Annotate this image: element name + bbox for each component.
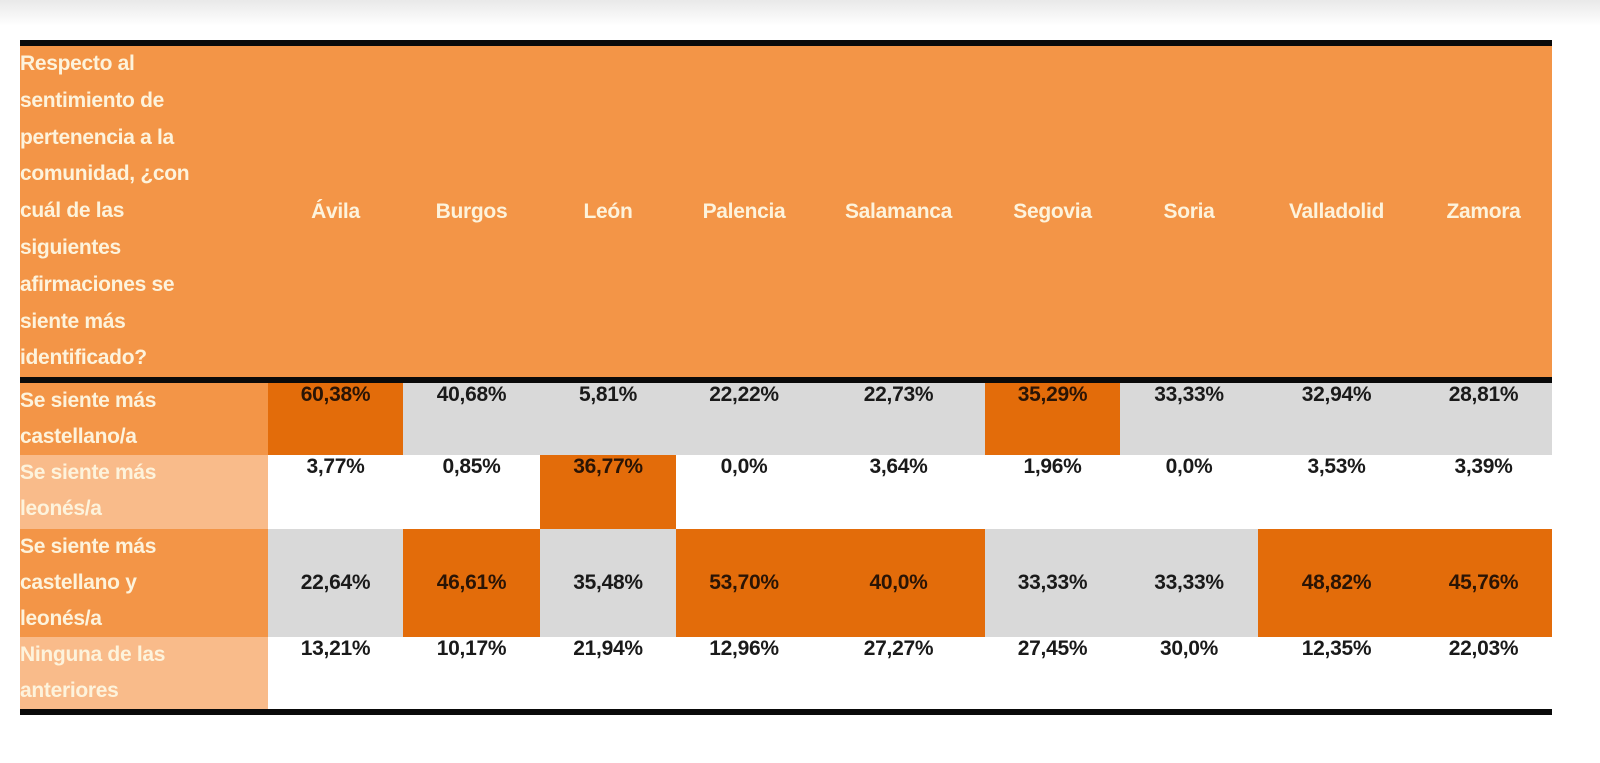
value-cell: 33,33% [1120, 380, 1258, 456]
table-row-leones: Se siente más leonés/a 3,77% 0,85% 36,77… [20, 455, 1552, 530]
value-cell: 12,35% [1258, 637, 1415, 713]
value-cell: 10,17% [403, 637, 540, 713]
row-label: Se siente más castellano y leonés/a [20, 529, 268, 638]
column-header-avila: Ávila [311, 199, 360, 223]
row-label: Se siente más castellano/a [20, 380, 268, 456]
value-cell: 40,68% [403, 380, 540, 456]
column-header-burgos: Burgos [435, 199, 508, 223]
value-cell: 30,0% [1120, 637, 1258, 713]
table-row-castellano-y-leones: Se siente más castellano y leonés/a 22,6… [20, 529, 1552, 638]
value-cell: 32,94% [1258, 380, 1415, 456]
column-header-valladolid: Valladolid [1288, 199, 1385, 223]
table-header-row: Respecto al sentimiento de pertenencia a… [20, 43, 1552, 381]
row-label-line: anteriores [20, 679, 119, 703]
column-header-leon: León [583, 199, 633, 223]
value-cell: 22,22% [676, 380, 812, 456]
question-line: siente más [20, 309, 126, 333]
value-cell: 22,73% [812, 380, 985, 456]
value-cell: 22,03% [1415, 637, 1552, 713]
question-line: identificado? [20, 346, 147, 370]
value-cell: 28,81% [1415, 380, 1552, 456]
survey-table-container: Respecto al sentimiento de pertenencia a… [20, 40, 1552, 716]
value-cell: 33,33% [985, 529, 1120, 638]
question-line: cuál de las [20, 199, 125, 223]
value-cell: 35,48% [540, 529, 676, 638]
question-header: Respecto al sentimiento de pertenencia a… [20, 43, 268, 380]
question-line: siguientes [20, 235, 121, 259]
question-line: Respecto al [20, 52, 135, 75]
value-cell: 3,77% [268, 455, 403, 530]
value-cell: 33,33% [1120, 529, 1258, 638]
value-cell: 3,39% [1415, 455, 1552, 530]
value-cell-highlight: 48,82% [1258, 529, 1415, 638]
value-cell-highlight: 36,77% [540, 455, 676, 530]
value-cell-highlight: 60,38% [268, 380, 403, 456]
question-line: pertenencia a la [20, 125, 174, 149]
column-header-salamanca: Salamanca [844, 199, 953, 223]
question-line: sentimiento de [20, 88, 164, 112]
question-line: afirmaciones se [20, 272, 175, 296]
value-cell-highlight: 53,70% [676, 529, 812, 638]
row-label-line: castellano/a [20, 425, 137, 449]
row-label-line: Ninguna de las [20, 643, 166, 667]
value-cell-highlight: 45,76% [1415, 529, 1552, 638]
row-label-line: leonés/a [20, 497, 102, 521]
value-cell: 1,96% [985, 455, 1120, 530]
value-cell: 22,64% [268, 529, 403, 638]
question-line: comunidad, ¿con [20, 162, 190, 186]
value-cell: 3,64% [812, 455, 985, 530]
value-cell: 0,0% [676, 455, 812, 530]
value-cell: 12,96% [676, 637, 812, 713]
table-row-castellano: Se siente más castellano/a 60,38% 40,68%… [20, 380, 1552, 456]
column-header-soria: Soria [1163, 199, 1215, 223]
column-header-zamora: Zamora [1446, 199, 1521, 223]
value-cell-highlight: 46,61% [403, 529, 540, 638]
column-header-segovia: Segovia [1013, 199, 1092, 223]
value-cell: 3,53% [1258, 455, 1415, 530]
survey-results-table: Respecto al sentimiento de pertenencia a… [20, 40, 1552, 716]
value-cell: 0,85% [403, 455, 540, 530]
value-cell: 21,94% [540, 637, 676, 713]
column-header-palencia: Palencia [702, 199, 786, 223]
row-label: Se siente más leonés/a [20, 455, 268, 530]
value-cell: 27,45% [985, 637, 1120, 713]
top-shadow [0, 0, 1600, 26]
row-label-line: Se siente más [20, 389, 157, 413]
value-cell: 27,27% [812, 637, 985, 713]
row-label-line: leonés/a [20, 607, 102, 631]
row-label-line: Se siente más [20, 461, 157, 485]
value-cell-highlight: 40,0% [812, 529, 985, 638]
value-cell: 5,81% [540, 380, 676, 456]
table-row-ninguna: Ninguna de las anteriores 13,21% 10,17% … [20, 637, 1552, 713]
value-cell-highlight: 35,29% [985, 380, 1120, 456]
row-label: Ninguna de las anteriores [20, 637, 268, 713]
value-cell: 0,0% [1120, 455, 1258, 530]
value-cell: 13,21% [268, 637, 403, 713]
row-label-line: castellano y [20, 571, 137, 595]
row-label-line: Se siente más [20, 535, 157, 559]
